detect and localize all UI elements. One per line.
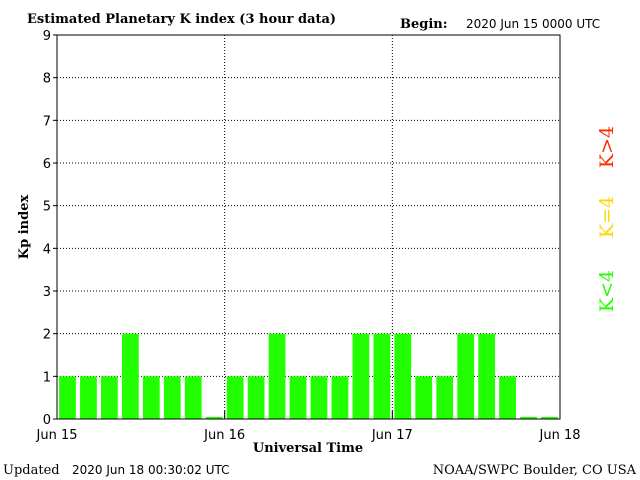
kp-bar (289, 376, 307, 419)
x-tick-label: Jun 16 (203, 428, 245, 443)
kp-bar (541, 416, 558, 419)
y-tick-label: 2 (43, 328, 51, 343)
y-tick-label: 5 (43, 200, 51, 215)
kp-bar (121, 333, 139, 419)
kp-bar (163, 376, 181, 419)
x-axis-label: Universal Time (253, 441, 363, 456)
x-tick-label: Jun 15 (36, 428, 78, 443)
updated-label: Updated (3, 463, 60, 478)
begin-label: Begin: (400, 17, 448, 32)
legend-item: K=4 (596, 196, 618, 238)
legend-item: K>4 (596, 126, 618, 168)
updated-value: 2020 Jun 18 00:30:02 UTC (72, 463, 230, 477)
kp-bar (142, 376, 160, 419)
y-tick-label: 8 (43, 72, 51, 87)
y-tick-label: 9 (43, 29, 51, 44)
kp-bar (373, 333, 391, 419)
y-tick-label: 4 (43, 242, 51, 257)
kp-bar (310, 376, 328, 419)
kp-bar (499, 376, 516, 419)
kp-bar (59, 376, 76, 419)
y-axis-label: Kp index (17, 195, 32, 260)
legend: K>4 K=4 K<4 (596, 126, 618, 312)
chart-title: Estimated Planetary K index (3 hour data… (27, 12, 336, 27)
kp-bar (457, 333, 475, 419)
kp-bar (268, 333, 286, 419)
begin-value: 2020 Jun 15 0000 UTC (466, 17, 600, 31)
y-tick-label: 7 (43, 114, 51, 129)
y-tick-label: 3 (43, 285, 51, 300)
x-tick-label: Jun 18 (539, 428, 581, 443)
kp-bar (205, 416, 223, 419)
kp-bar (331, 376, 349, 419)
kp-bar (184, 376, 202, 419)
kp-bar (352, 333, 370, 419)
kp-bar (394, 333, 412, 419)
credit-text: NOAA/SWPC Boulder, CO USA (433, 463, 637, 478)
bars (59, 333, 558, 419)
y-tick-label: 1 (43, 370, 51, 385)
kp-bar (226, 376, 244, 419)
y-axis-ticks: 0 1 2 3 4 5 6 7 8 9 (43, 29, 57, 428)
y-tick-label: 0 (43, 413, 51, 428)
kp-bar (520, 416, 537, 419)
kp-bar (247, 376, 265, 419)
grid-lines (57, 35, 560, 419)
plot-frame (56, 34, 561, 420)
x-tick-label: Jun 17 (371, 428, 413, 443)
kp-bar (415, 376, 433, 419)
legend-item: K<4 (596, 270, 618, 312)
kp-bar (80, 376, 97, 419)
kp-bar (436, 376, 454, 419)
y-tick-label: 6 (43, 157, 51, 172)
kp-bar (478, 333, 496, 419)
x-axis-ticks: Jun 15 Jun 16 Jun 17 Jun 18 (36, 411, 581, 443)
kp-bar (101, 376, 118, 419)
